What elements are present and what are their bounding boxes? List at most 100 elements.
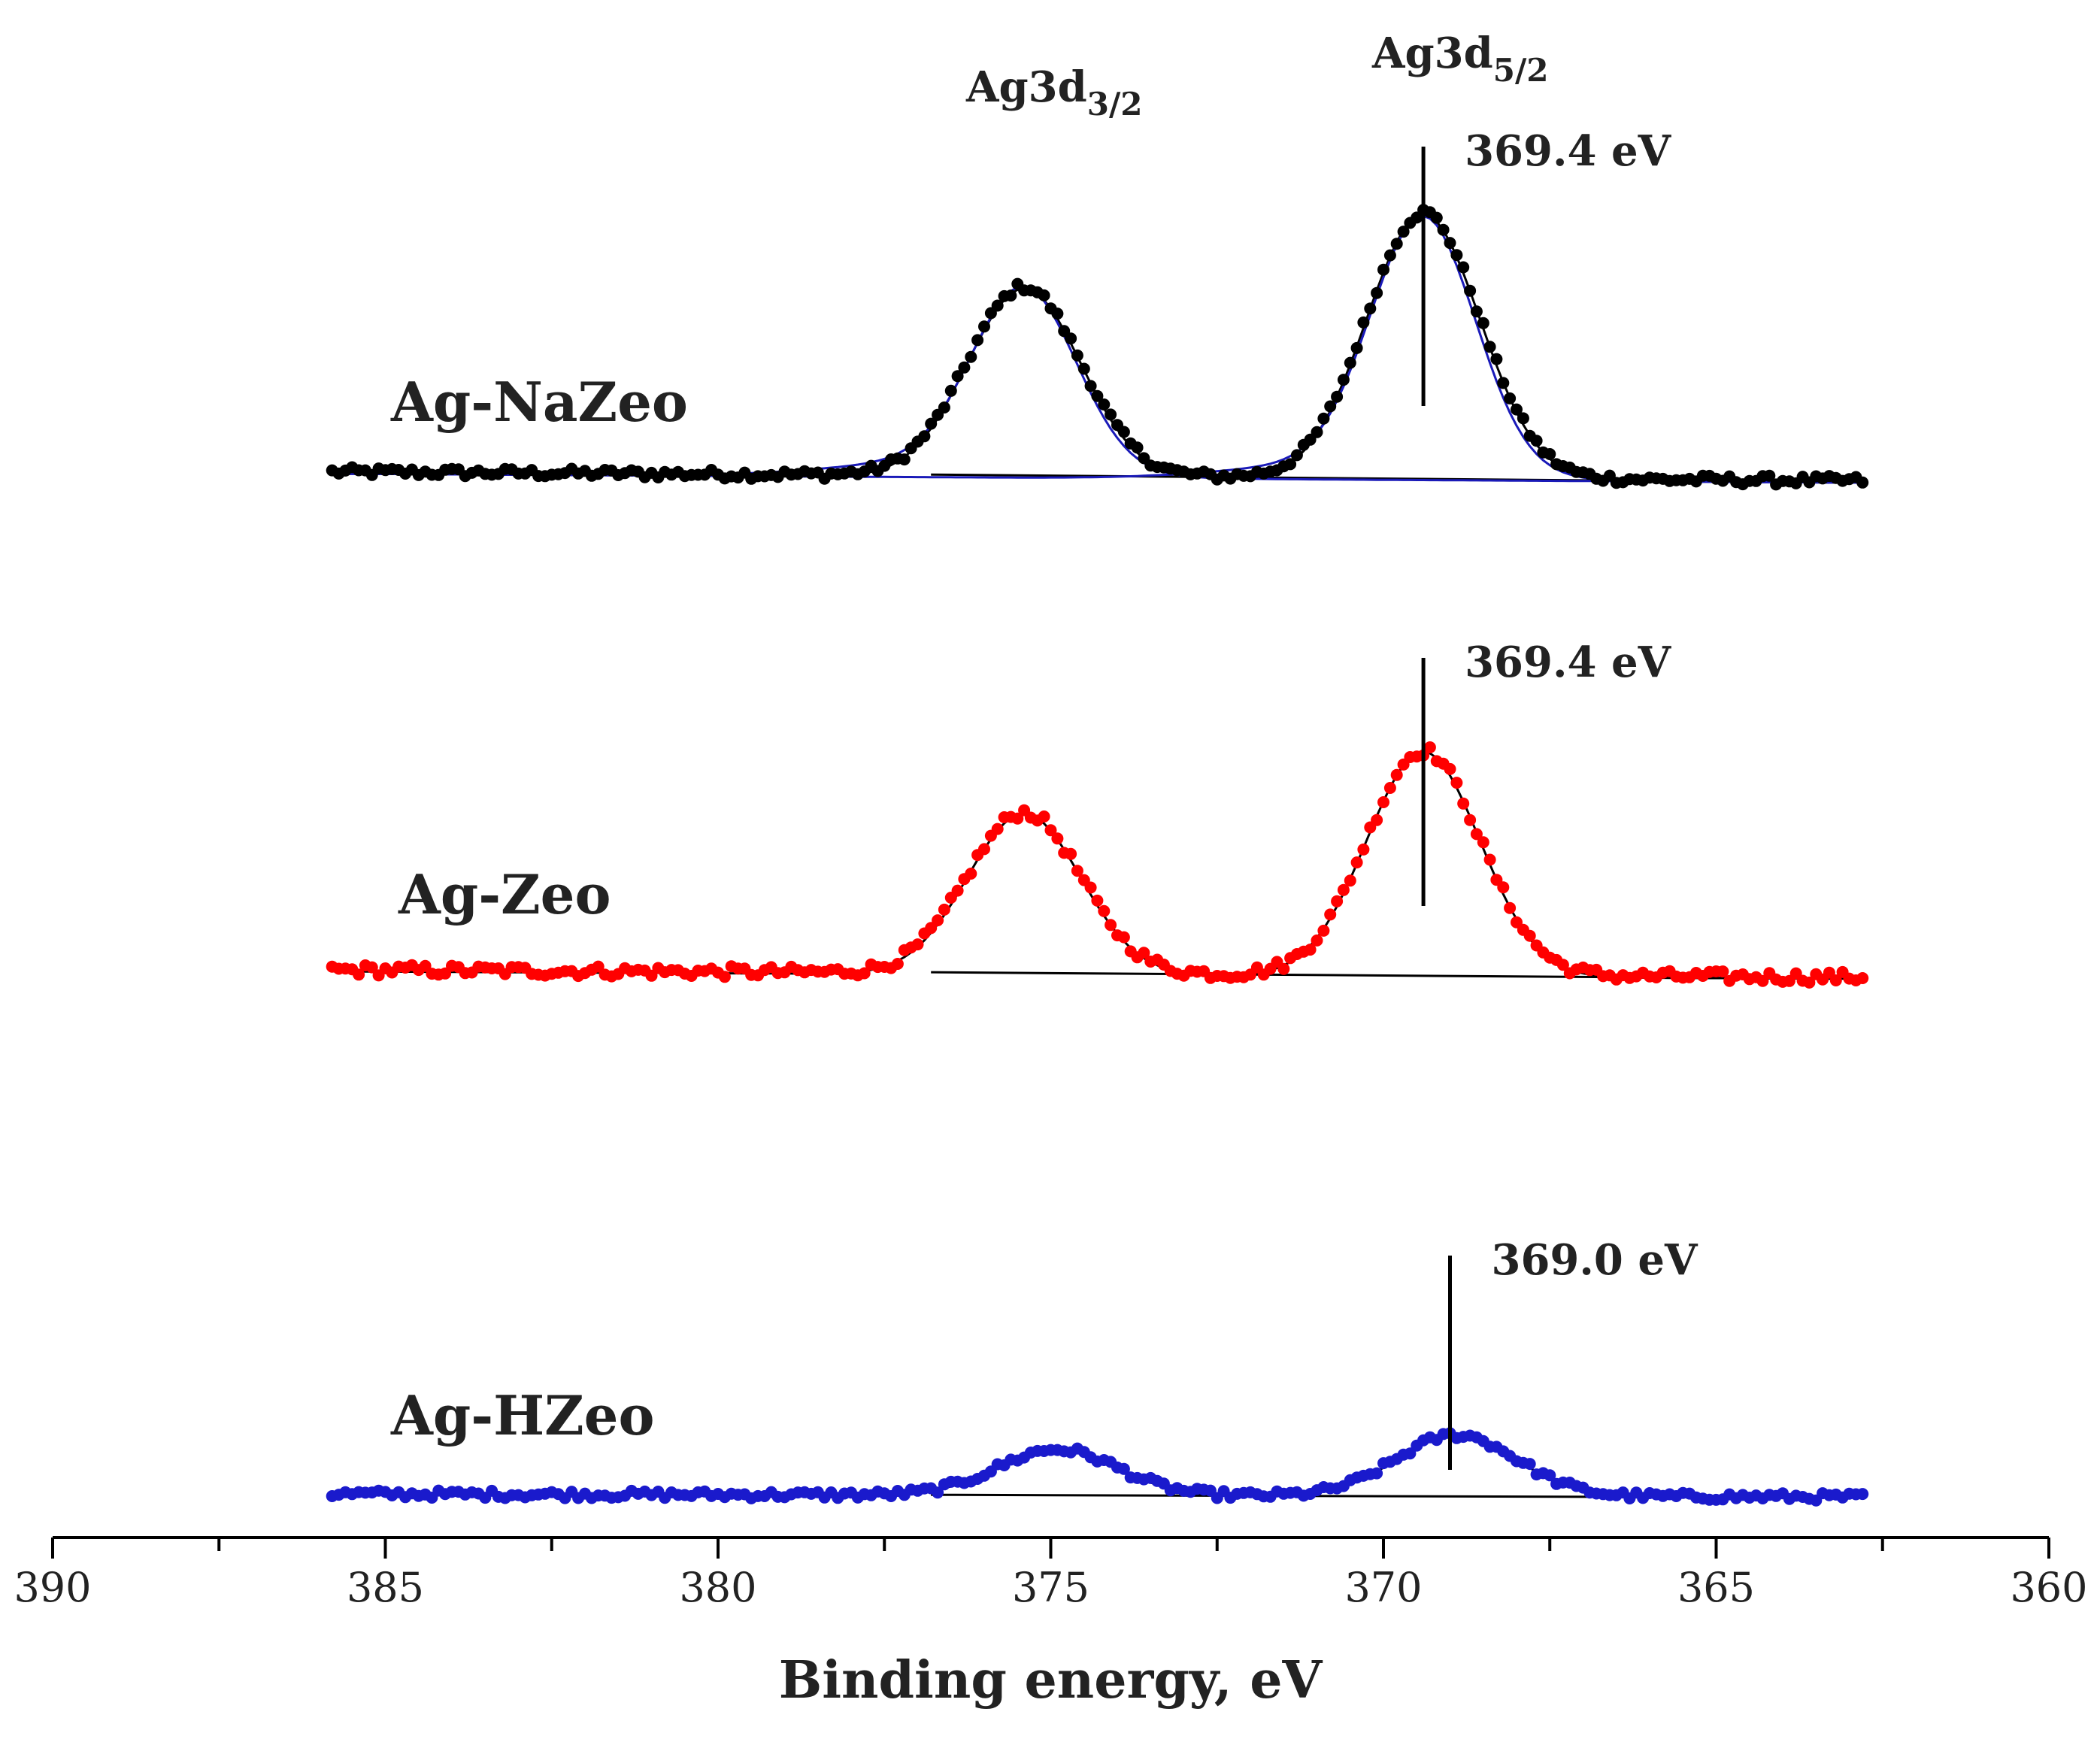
data-point — [1470, 305, 1483, 318]
data-point — [1071, 865, 1083, 877]
data-point — [991, 299, 1004, 312]
data-point — [1337, 374, 1350, 386]
data-point — [1311, 934, 1323, 947]
data-point — [938, 903, 950, 916]
data-point — [1856, 972, 1869, 984]
data-point — [1423, 741, 1436, 753]
data-point — [1497, 881, 1510, 894]
data-point — [1517, 412, 1529, 425]
data-point — [1383, 249, 1396, 262]
data-point — [938, 401, 950, 414]
energy-label: 369.0 eV — [1492, 1235, 1698, 1285]
data-point — [965, 868, 977, 880]
data-point — [932, 914, 944, 927]
data-point — [1337, 883, 1350, 896]
data-point — [1117, 426, 1130, 438]
peak-label: Ag3d3/2 — [965, 62, 1143, 123]
x-tick-label: 370 — [1344, 1564, 1422, 1611]
data-point — [1523, 1458, 1536, 1471]
data-point — [1504, 392, 1517, 404]
data-point — [1483, 341, 1496, 353]
data-point — [1377, 796, 1389, 808]
data-point — [978, 320, 990, 333]
sample-label-Ag-Zeo: Ag-Zeo — [398, 862, 611, 926]
sample-label-Ag-HZeo: Ag-HZeo — [390, 1383, 655, 1447]
data-point — [1477, 317, 1489, 329]
data-point — [1277, 962, 1290, 975]
data-point — [1044, 824, 1057, 837]
data-point — [1084, 881, 1097, 894]
data-point — [718, 971, 731, 983]
data-point — [1344, 356, 1356, 369]
data-point — [1504, 901, 1517, 914]
data-point — [1404, 1447, 1417, 1460]
data-point — [1763, 469, 1776, 482]
data-point — [1470, 828, 1483, 841]
data-point — [1464, 284, 1477, 297]
data-point — [858, 967, 871, 980]
data-point — [1444, 237, 1456, 250]
data-point — [1011, 812, 1024, 825]
x-tick-label: 360 — [2010, 1564, 2087, 1611]
series-Ag-HZeo — [326, 1427, 1869, 1507]
data-point — [1317, 412, 1330, 425]
data-point — [1284, 458, 1297, 471]
data-point — [951, 884, 964, 897]
data-point — [898, 453, 911, 466]
data-point — [1084, 380, 1097, 392]
data-point — [1856, 476, 1869, 489]
data-point — [1051, 308, 1064, 320]
data-point — [1117, 1462, 1130, 1475]
data-point — [918, 430, 931, 443]
data-point — [1324, 908, 1337, 921]
data-point — [1077, 362, 1090, 375]
data-point — [1377, 263, 1389, 276]
data-point — [965, 350, 977, 363]
data-point — [1477, 836, 1489, 849]
data-point — [1350, 341, 1363, 354]
data-point — [1511, 403, 1523, 416]
data-point — [1331, 390, 1344, 403]
data-point — [891, 958, 904, 970]
data-point — [1457, 261, 1470, 274]
data-point — [1311, 426, 1323, 438]
data-point — [1390, 238, 1403, 250]
data-point — [1450, 249, 1463, 262]
data-point — [1117, 931, 1130, 944]
data-point — [1490, 353, 1503, 365]
data-point — [1803, 976, 1816, 989]
data-point — [1497, 377, 1510, 389]
data-point — [978, 843, 990, 856]
data-point — [1105, 919, 1117, 932]
data-point — [1544, 1469, 1556, 1482]
data-point — [1437, 223, 1450, 236]
data-point — [365, 961, 378, 974]
data-point — [1371, 813, 1383, 826]
data-point — [944, 384, 957, 397]
series-Ag-Zeo — [326, 741, 1869, 989]
data-point — [1317, 924, 1330, 937]
data-point — [991, 823, 1004, 835]
data-point — [1091, 894, 1104, 907]
data-point — [1390, 768, 1403, 781]
data-point — [958, 361, 971, 374]
x-tick-label: 390 — [14, 1564, 91, 1611]
data-point — [1530, 435, 1543, 447]
data-point — [1717, 965, 1729, 978]
data-point — [1038, 289, 1050, 301]
data-point — [1556, 959, 1569, 971]
data-point — [592, 960, 605, 973]
data-point — [1371, 286, 1383, 299]
data-point — [1304, 944, 1317, 956]
data-point — [1065, 332, 1077, 345]
data-point — [1350, 856, 1363, 869]
data-point — [1364, 302, 1377, 315]
x-tick-label: 380 — [679, 1564, 756, 1611]
data-point — [925, 417, 938, 430]
data-point — [1371, 1467, 1383, 1480]
data-point — [353, 968, 365, 981]
data-point — [1829, 974, 1842, 986]
data-point — [1357, 316, 1370, 329]
x-axis-title: Binding energy, eV — [779, 1650, 1323, 1710]
